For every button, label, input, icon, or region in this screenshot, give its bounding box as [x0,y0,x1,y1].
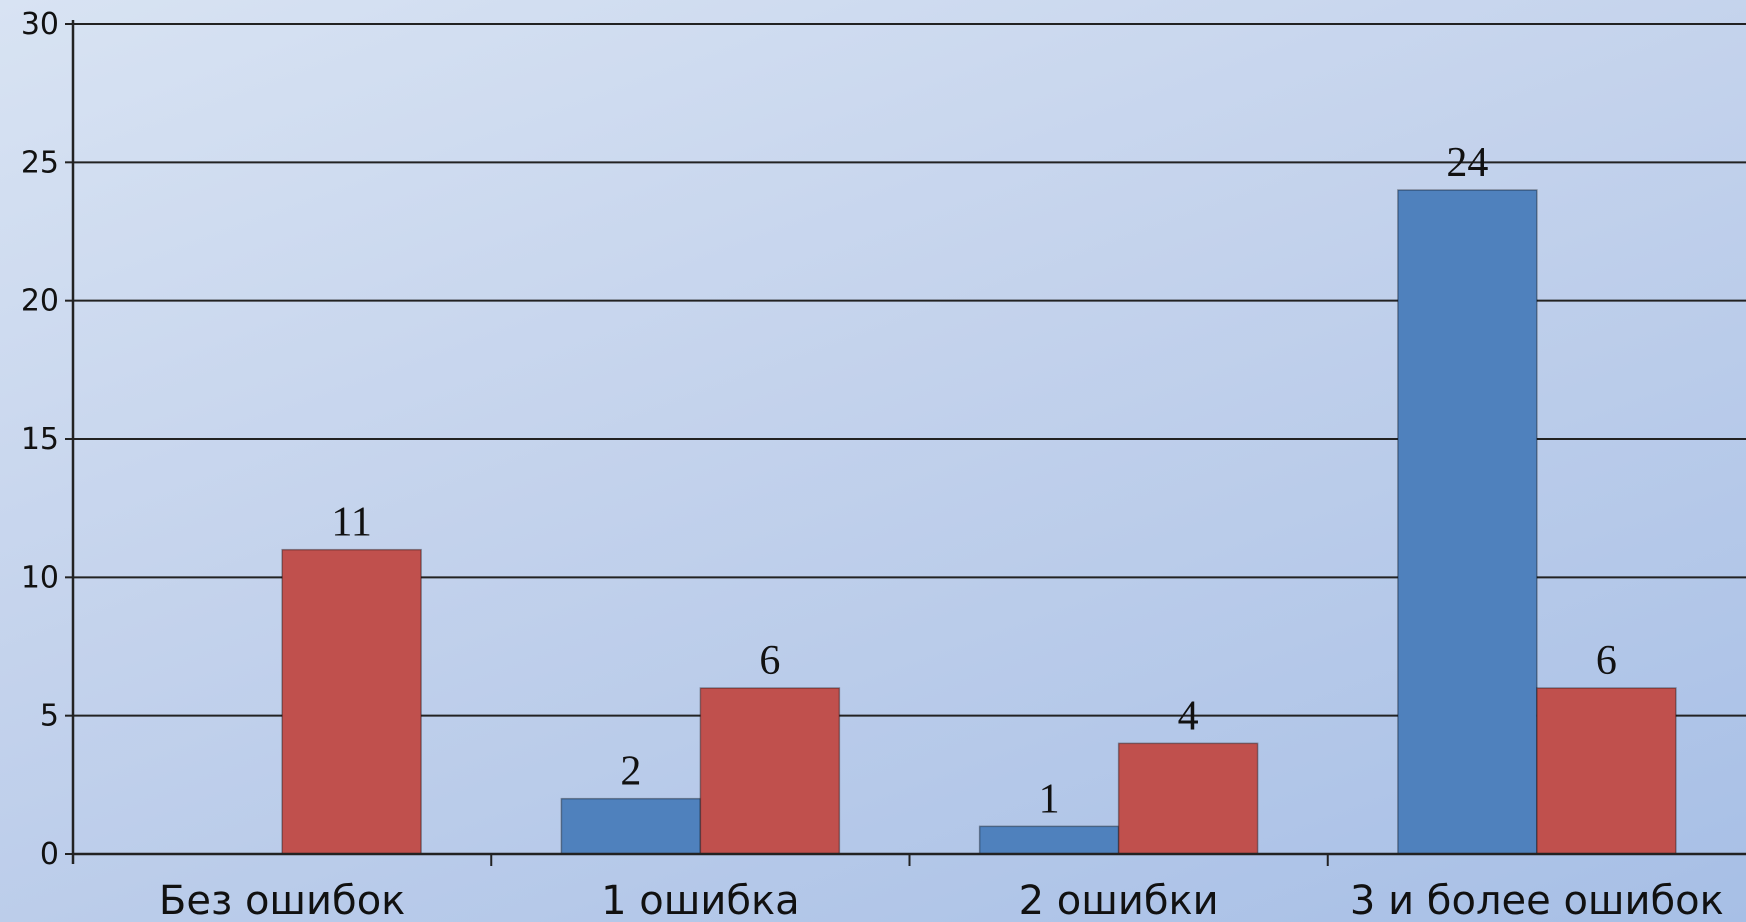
bar [699,687,841,855]
x-category-label: 2 ошибки [1019,878,1219,922]
data-label: 11 [331,500,371,546]
data-label: 24 [1446,140,1488,186]
data-label: 6 [1596,638,1617,684]
axes: 0 5 10 15 20 25 30 [21,7,1746,872]
y-tick-label: 25 [21,145,59,180]
bars-group [281,189,1677,855]
bar [978,825,1120,855]
x-category-label: 3 и более ошибок [1350,878,1724,922]
y-tick-label: 30 [21,7,59,42]
bar [1397,189,1538,855]
y-tick-label: 20 [21,284,59,319]
labels-group: Без ошибок 11 1 ошибка 2 6 2 ошибки 1 4 3 и боле… [159,140,1724,922]
x-category-label: Без ошибок [159,878,405,922]
y-tick-label: 0 [40,837,59,872]
bar [281,548,422,855]
x-category-label: 1 ошибка [601,878,800,922]
bar [1117,742,1259,855]
data-label: 2 [620,749,641,795]
bar [560,797,702,855]
data-label: 4 [1178,693,1199,739]
data-label: 1 [1039,776,1060,822]
y-tick-label: 5 [40,699,59,734]
data-label: 6 [759,638,780,684]
y-tick-label: 10 [21,560,59,595]
bar [1536,687,1677,855]
y-tick-label: 15 [21,422,59,457]
